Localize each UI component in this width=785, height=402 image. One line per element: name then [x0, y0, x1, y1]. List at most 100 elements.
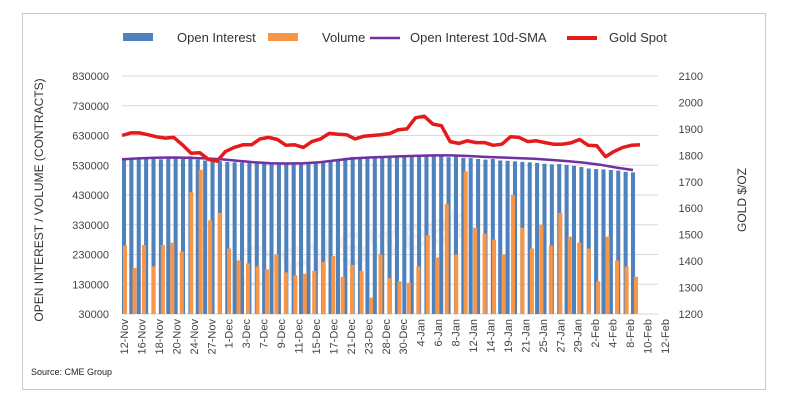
open-interest-bar — [387, 157, 392, 314]
volume-bar — [331, 255, 336, 314]
open-interest-bar — [535, 162, 540, 314]
open-interest-bar — [299, 163, 304, 314]
open-interest-bar — [417, 156, 422, 314]
open-interest-bar — [542, 163, 547, 314]
x-tick-label: 3-Dec — [241, 319, 253, 349]
legend-sma: Open Interest 10d-SMA — [370, 30, 547, 45]
legend-label: Volume — [322, 30, 365, 45]
volume-bar — [245, 263, 251, 314]
right-tick-label: 1300 — [679, 283, 703, 295]
open-interest-bar — [240, 162, 245, 314]
x-tick-label: 25-Jan — [538, 319, 550, 353]
right-axis-title: GOLD $/OZ — [735, 168, 749, 232]
volume-bar — [454, 254, 459, 314]
x-tick-label: 16-Nov — [136, 319, 148, 355]
open-interest-bar — [254, 162, 259, 314]
x-tick-label: 8-Feb — [625, 319, 637, 348]
open-interest-bar — [439, 155, 444, 314]
x-tick-label: 29-Jan — [573, 319, 585, 353]
open-interest-bar — [527, 162, 532, 314]
volume-bar — [501, 254, 506, 314]
right-tick-label: 1800 — [679, 150, 703, 162]
legend: Open Interest Volume Open Interest 10d-SMA… — [123, 30, 667, 45]
open-interest-bar — [505, 160, 510, 314]
x-tick-label: 4-Feb — [608, 319, 620, 348]
open-interest-bar — [431, 156, 436, 314]
left-tick-label: 830000 — [72, 71, 109, 83]
right-axis-ticks: 2100 2000 1900 1800 1700 1600 1500 1400 1300 1200 — [679, 71, 703, 321]
right-tick-label: 1900 — [679, 124, 703, 136]
x-tick-label: 15-Dec — [311, 319, 323, 355]
x-tick-label: 17-Dec — [328, 319, 340, 355]
open-interest-bar — [350, 156, 355, 314]
x-tick-label: 12-Jan — [468, 319, 480, 353]
open-interest-bar — [284, 163, 289, 314]
open-interest-bar — [158, 159, 163, 314]
volume-bar — [596, 281, 601, 314]
volume-bar — [586, 248, 591, 314]
left-axis-ticks: 830000 730000 630000 530000 430000 330000 2300… — [72, 71, 109, 321]
x-tick-label: 12-Feb — [660, 319, 672, 354]
open-interest-bar — [630, 172, 636, 314]
volume-bar — [170, 242, 175, 314]
open-interest-bar — [571, 165, 577, 314]
legend-label: Open Interest 10d-SMA — [410, 30, 547, 45]
open-interest-bar — [564, 164, 569, 314]
volume-bar — [369, 297, 374, 314]
volume-bar — [141, 244, 146, 314]
x-tick-label: 2-Feb — [590, 319, 602, 348]
x-tick-label: 21-Dec — [346, 319, 358, 355]
x-tick-label: 4-Jan — [416, 319, 428, 347]
open-interest-bar — [173, 158, 178, 314]
volume-bars — [122, 169, 639, 314]
open-interest-bar — [476, 159, 481, 314]
open-interest-bar — [601, 169, 606, 314]
right-tick-label: 2000 — [679, 97, 703, 109]
volume-bar — [350, 264, 355, 314]
open-interest-bar — [402, 156, 407, 314]
open-interest-bar — [608, 170, 613, 314]
open-interest-bar — [247, 162, 252, 314]
x-tick-label: 21-Jan — [520, 319, 532, 353]
x-tick-label: 10-Feb — [643, 319, 655, 354]
x-tick-label: 24-Nov — [189, 319, 201, 355]
volume-bar — [615, 260, 620, 314]
volume-bar — [359, 270, 364, 314]
volume-bar — [510, 195, 516, 314]
legend-label: Open Interest — [177, 30, 256, 45]
volume-bar — [558, 212, 563, 314]
volume-bar — [520, 227, 525, 314]
open-interest-bar — [321, 162, 326, 314]
volume-bar — [321, 261, 326, 314]
open-interest-bars — [121, 155, 636, 314]
x-tick-label: 27-Jan — [555, 319, 567, 353]
left-axis-title: OPEN INTEREST / VOLUME (CONTRACTS) — [32, 78, 46, 321]
x-tick-label: 20-Nov — [171, 319, 183, 355]
left-tick-label: 330000 — [72, 220, 109, 232]
open-interest-bar — [498, 160, 503, 314]
volume-bar — [425, 235, 430, 314]
volume-bar — [217, 212, 222, 314]
volume-bar — [387, 278, 392, 314]
open-interest-bar — [586, 168, 591, 314]
x-tick-label: 18-Nov — [154, 319, 166, 355]
open-interest-bar — [129, 158, 134, 314]
source-note: Source: CME Group — [31, 367, 112, 377]
open-interest-bar — [151, 158, 156, 314]
open-interest-bar — [313, 163, 318, 314]
open-interest-bar — [335, 159, 340, 314]
right-tick-label: 1200 — [679, 309, 703, 321]
open-interest-bar — [453, 155, 458, 314]
open-interest-bar — [180, 159, 186, 314]
left-tick-label: 530000 — [72, 160, 109, 172]
x-tick-label: 30-Dec — [398, 319, 410, 355]
volume-bar — [132, 267, 137, 314]
chart-frame: FXStreet 8300007300006300005300004300003… — [22, 13, 766, 390]
chart-canvas: FXStreet 8300007300006300005300004300003… — [31, 30, 749, 377]
open-interest-bar — [549, 164, 554, 314]
volume-bar — [406, 282, 411, 314]
left-tick-label: 630000 — [72, 131, 109, 143]
x-tick-label: 9-Dec — [276, 319, 288, 349]
open-interest-bar — [365, 158, 370, 314]
open-interest-bar — [195, 159, 200, 314]
